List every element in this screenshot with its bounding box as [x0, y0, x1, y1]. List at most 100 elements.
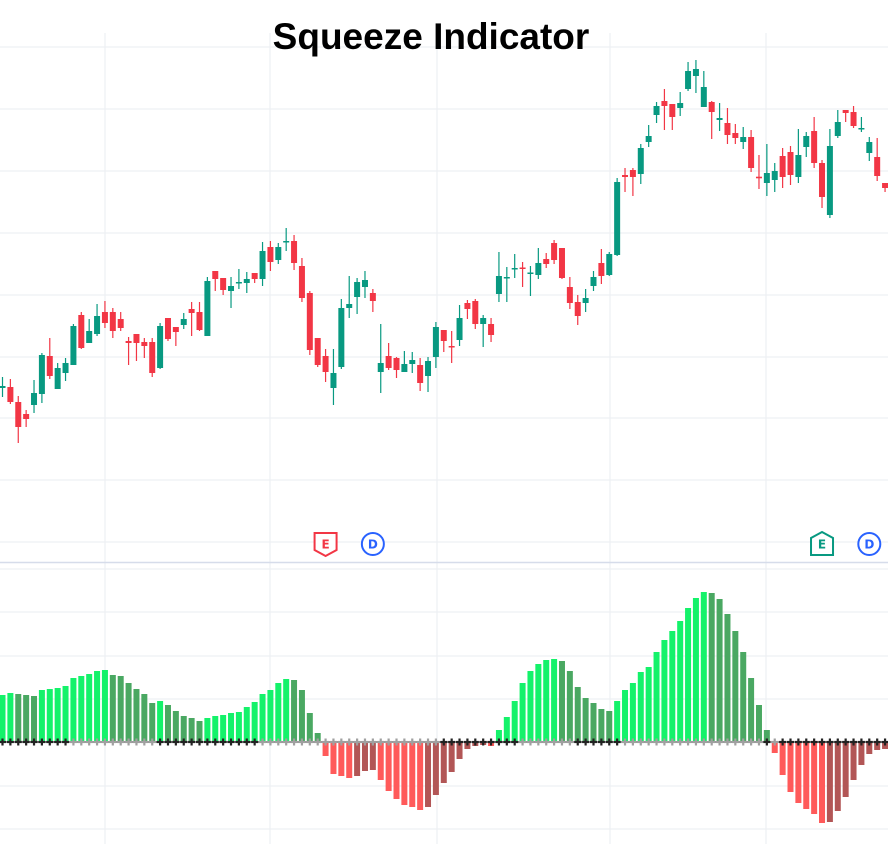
candle: [819, 160, 826, 208]
candle-body: [401, 364, 408, 372]
candle: [46, 338, 53, 379]
candle-body: [220, 278, 227, 290]
squeeze-on-dot: [448, 738, 456, 746]
candle: [149, 338, 156, 377]
candle-body: [141, 342, 148, 346]
histogram-bar: [393, 742, 400, 799]
earnings-event-icon[interactable]: E: [810, 530, 835, 556]
squeeze-on-dot: [172, 738, 180, 746]
candle-body: [755, 176, 762, 179]
candle-body: [354, 282, 361, 297]
dividend-event-icon[interactable]: D: [857, 532, 882, 556]
candle-body: [614, 182, 621, 255]
squeeze-on-dot: [590, 738, 597, 746]
candle: [196, 302, 203, 331]
histogram-bar: [543, 660, 550, 742]
candle-body: [204, 281, 211, 336]
histogram-bar: [23, 695, 30, 742]
candle-body: [464, 303, 471, 309]
histogram-bar: [819, 742, 826, 823]
squeeze-off-dot: [424, 738, 432, 746]
candle: [787, 146, 794, 185]
candle: [133, 334, 140, 361]
squeeze-on-dot: [243, 738, 251, 746]
candle-body: [361, 280, 368, 287]
candle-body: [283, 241, 290, 243]
histogram-bar: [346, 742, 353, 778]
squeeze-off-dot: [148, 738, 156, 746]
squeeze-on-dot: [46, 738, 54, 746]
candle-body: [393, 358, 400, 370]
candle-body: [495, 276, 502, 294]
candle: [188, 302, 195, 336]
candle-body: [511, 268, 518, 270]
candle-body: [866, 142, 873, 153]
candle: [590, 271, 597, 291]
candle-body: [582, 298, 589, 303]
candle-body: [787, 152, 794, 175]
histogram-bar: [188, 718, 195, 742]
candle: [377, 324, 384, 393]
candle-body: [235, 282, 242, 284]
histogram-bar: [157, 701, 164, 742]
squeeze-off-dot: [125, 738, 133, 746]
histogram-bar: [456, 742, 463, 759]
candle-body: [409, 360, 416, 364]
squeeze-on-dot: [6, 738, 14, 746]
dividend-event-icon[interactable]: D: [360, 532, 385, 556]
squeeze-on-dot: [203, 738, 211, 746]
candle: [212, 271, 219, 291]
histogram-bar: [101, 670, 108, 742]
candle: [495, 252, 502, 302]
candle: [543, 253, 550, 268]
histogram-bar: [251, 702, 258, 742]
histogram-bar: [669, 631, 676, 742]
candle: [23, 410, 30, 427]
histogram-bar: [551, 659, 558, 742]
earnings-event-icon[interactable]: E: [313, 532, 338, 558]
histogram-bar: [377, 742, 384, 780]
squeeze-off-dot: [345, 738, 353, 746]
squeeze-off-dot: [377, 738, 385, 746]
candle-body: [527, 272, 534, 274]
squeeze-on-dot: [582, 738, 590, 746]
candle-body: [606, 254, 613, 275]
histogram-bar: [574, 687, 581, 742]
candle: [598, 249, 605, 284]
candle-body: [385, 356, 392, 368]
squeeze-on-dot: [62, 738, 70, 746]
candle-body: [70, 326, 77, 365]
squeeze-on-dot: [802, 738, 810, 746]
histogram-bar: [361, 742, 368, 771]
histogram-bar: [369, 742, 376, 770]
squeeze-on-dot: [842, 738, 850, 746]
histogram-bar: [558, 661, 565, 742]
candle: [866, 137, 873, 161]
squeeze-off-dot: [109, 738, 117, 746]
candle-body: [322, 356, 329, 372]
histogram-bar: [614, 701, 621, 742]
candle: [582, 289, 589, 312]
histogram-bar: [732, 631, 739, 742]
histogram-bar: [700, 592, 707, 742]
squeeze-on-dot: [188, 738, 196, 746]
histogram-bar: [228, 713, 235, 742]
histogram-bar: [125, 683, 132, 742]
candle-body: [566, 287, 573, 303]
histogram-bar: [38, 690, 45, 742]
squeeze-off-dot: [314, 738, 322, 746]
candle: [763, 144, 770, 196]
histogram-bar: [787, 742, 794, 792]
squeeze-off-dot: [282, 738, 290, 746]
candle: [448, 331, 455, 363]
candle: [7, 379, 14, 404]
candle-body: [858, 128, 865, 130]
histogram-bar: [826, 742, 833, 822]
squeeze-off-dot: [117, 738, 125, 746]
histogram-bar: [858, 742, 865, 765]
squeeze-on-dot: [440, 738, 448, 746]
squeeze-on-dot: [219, 738, 227, 746]
squeeze-off-dot: [306, 738, 314, 746]
candle: [78, 312, 85, 349]
